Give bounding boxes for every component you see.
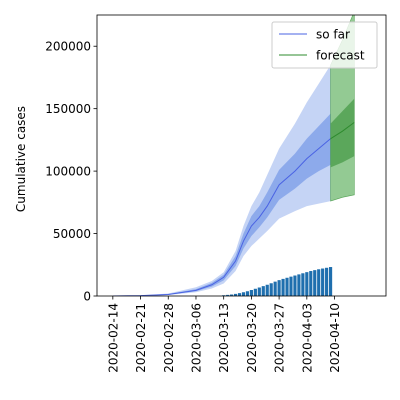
x-tick-label: 2020-04-10	[328, 303, 342, 373]
cases-bar	[269, 283, 273, 296]
legend: so far forecast	[271, 21, 378, 69]
cases-bar	[265, 284, 269, 296]
x-tick-label: 2020-03-06	[189, 303, 203, 373]
y-tick-label: 200000	[45, 40, 91, 54]
x-tick-label: 2020-03-27	[273, 303, 287, 373]
y-axis-label: Cumulative cases	[14, 106, 28, 212]
cases-bar	[321, 268, 325, 296]
cases-bar	[309, 271, 313, 296]
x-tick-label: 2020-03-20	[245, 303, 259, 373]
cases-bar	[317, 269, 321, 296]
cases-bar	[297, 274, 301, 296]
axes-layer: 0 50000 100000 150000 200000 2020-02-14 2020-0…	[45, 14, 387, 373]
x-tick-label: 2020-02-21	[134, 303, 148, 373]
cases-bar	[285, 277, 289, 296]
x-tick-label: 2020-02-14	[106, 303, 120, 373]
legend-label-so-far: so far	[316, 28, 350, 42]
x-tick-label: 2020-02-28	[162, 303, 176, 373]
cases-bar	[226, 294, 230, 296]
cases-bar	[230, 294, 234, 296]
x-tick-label: 2020-03-13	[217, 303, 231, 373]
forecast-line	[330, 121, 355, 140]
cases-bar	[289, 276, 293, 296]
y-tick-label: 150000	[45, 102, 91, 116]
cases-bar	[305, 272, 309, 296]
cases-bar	[277, 280, 281, 296]
cases-bar	[281, 278, 285, 296]
cases-bar	[293, 275, 297, 296]
y-tick-label: 100000	[45, 165, 91, 179]
legend-label-forecast: forecast	[316, 49, 365, 63]
cases-bar	[253, 288, 257, 296]
so-far-line	[112, 138, 331, 296]
cases-bar	[241, 292, 246, 296]
cases-bar	[273, 281, 277, 296]
y-tick-label: 50000	[53, 227, 91, 241]
axes-frame	[96, 14, 387, 297]
x-tick-label: 2020-04-03	[300, 303, 314, 373]
forecast-inner-band	[330, 98, 355, 168]
cases-bar	[301, 273, 305, 296]
cases-bar	[249, 290, 253, 296]
cases-bar	[237, 293, 242, 296]
cases-bar	[261, 286, 265, 296]
so-far-outer-band	[112, 64, 331, 296]
cases-bar	[328, 267, 333, 296]
cases-bar	[233, 293, 238, 296]
cases-bar	[325, 267, 329, 296]
cases-bar	[245, 291, 250, 296]
cases-bar	[313, 270, 317, 296]
y-tick-label: 0	[83, 290, 91, 304]
cases-bar	[257, 287, 261, 296]
